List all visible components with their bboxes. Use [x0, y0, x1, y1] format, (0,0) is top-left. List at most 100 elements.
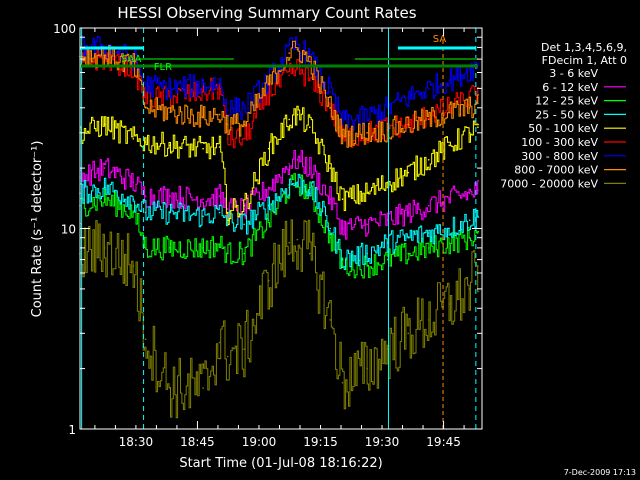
series-2-point-20 — [448, 198, 451, 200]
y-tick-label: 100 — [53, 22, 76, 36]
series-9-point-21 — [468, 288, 471, 290]
y-axis: 1 10 100 — [53, 22, 482, 437]
series-8-point-16 — [366, 132, 368, 134]
series-7-point-6 — [202, 84, 204, 86]
series-7-point-14 — [329, 91, 332, 93]
series-layer — [79, 35, 480, 419]
series-5-point-12 — [296, 113, 299, 116]
y-axis-label: Count Rate (s⁻¹ detector⁻¹) — [30, 141, 45, 318]
series-4-point-14 — [329, 227, 332, 230]
series-line-7 — [80, 35, 480, 131]
legend-label: 800 - 7000 keV — [514, 164, 598, 177]
series-3-point-9 — [243, 252, 245, 255]
series-6-point-12 — [296, 67, 299, 69]
series-9-point-6 — [202, 387, 204, 389]
series-2-point-18 — [407, 211, 410, 214]
x-axis-label: Start Time (01-Jul-08 18:16:22) — [179, 456, 382, 471]
series-4-point-6 — [202, 215, 204, 218]
series-8-point-9 — [243, 123, 245, 126]
series-5-point-13 — [308, 126, 311, 128]
series-6-point-13 — [308, 79, 311, 81]
series-6-point-4 — [144, 96, 147, 99]
series-9-point-7 — [218, 341, 221, 344]
series-5-point-9 — [243, 204, 245, 207]
annotation-1: SAA — [121, 54, 142, 65]
series-9-point-12 — [296, 238, 299, 241]
series-line-6 — [80, 47, 480, 149]
series-5-point-3 — [132, 138, 135, 140]
series-1-point-14 — [329, 272, 332, 274]
series-2-point-21 — [468, 192, 471, 194]
series-7-point-11 — [288, 48, 291, 51]
series-4-point-18 — [407, 236, 410, 239]
series-3-point-20 — [448, 241, 451, 244]
timestamp: 7-Dec-2009 17:13 — [564, 468, 636, 477]
series-9-point-14 — [329, 319, 332, 321]
series-9-point-15 — [341, 382, 344, 384]
series-2-point-5 — [169, 195, 171, 197]
series-9-point-11 — [288, 241, 291, 244]
series-2-point-8 — [226, 208, 229, 210]
series-9-point-5 — [169, 387, 171, 389]
series-1-point-10 — [267, 236, 270, 239]
series-5-point-20 — [448, 144, 451, 147]
series-6-point-8 — [226, 138, 229, 140]
x-tick-label: 19:30 — [365, 435, 400, 449]
series-3-point-8 — [226, 252, 229, 255]
series-2-point-4 — [144, 195, 147, 197]
series-5-point-19 — [427, 159, 430, 161]
series-1-point-8 — [226, 307, 229, 310]
series-3-point-4 — [144, 247, 147, 249]
series-1-point-22 — [477, 223, 479, 226]
series-4-point-16 — [366, 252, 368, 255]
series-8-point-4 — [144, 107, 147, 109]
series-5-point-22 — [477, 126, 479, 128]
series-5-point-5 — [169, 144, 171, 147]
series-1-point-4 — [144, 288, 147, 290]
series-7-point-19 — [427, 87, 430, 90]
series-8-point-19 — [427, 118, 430, 121]
series-2-point-7 — [218, 195, 221, 197]
x-tick-label: 19:00 — [242, 435, 277, 449]
series-8-point-7 — [218, 113, 221, 116]
series-4-point-19 — [427, 232, 430, 234]
legend-label: 25 - 50 keV — [535, 108, 598, 121]
series-4-point-22 — [477, 215, 479, 218]
series-2-point-22 — [477, 189, 479, 192]
series-5-point-10 — [267, 147, 270, 150]
series-7-point-9 — [243, 107, 245, 109]
series-9-point-10 — [267, 279, 270, 282]
series-2-point-16 — [366, 223, 368, 226]
series-5-point-8 — [226, 211, 229, 214]
series-line-1 — [80, 179, 480, 333]
legend-label: 300 - 800 keV — [521, 150, 598, 163]
series-2-point-15 — [341, 227, 344, 230]
series-7-point-15 — [341, 121, 344, 123]
legend-header-line: Det 1,3,4,5,6,9, — [541, 41, 627, 54]
series-2-point-11 — [288, 163, 291, 165]
series-7-point-12 — [296, 43, 299, 45]
series-5-point-21 — [468, 132, 471, 134]
series-3-point-14 — [329, 236, 332, 239]
series-4-point-21 — [468, 219, 471, 221]
series-7-point-4 — [144, 84, 147, 86]
x-tick-label: 18:45 — [180, 435, 215, 449]
series-8-point-13 — [308, 60, 311, 63]
series-8-point-18 — [407, 123, 410, 126]
x-tick-label: 19:45 — [426, 435, 461, 449]
series-4-point-15 — [341, 258, 344, 261]
series-5-point-6 — [202, 147, 204, 150]
y-tick-label: 1 — [68, 423, 76, 437]
series-1-point-16 — [366, 303, 368, 305]
series-4-point-3 — [132, 198, 135, 200]
series-4-point-4 — [144, 211, 147, 214]
series-4-point-20 — [448, 227, 451, 230]
series-2-point-6 — [202, 198, 204, 200]
legend-label: 3 - 6 keV — [549, 67, 598, 80]
series-line-9 — [80, 219, 480, 419]
legend-label: 6 - 12 keV — [542, 81, 598, 94]
series-5-point-2 — [103, 123, 106, 126]
legend-label: 50 - 100 keV — [528, 122, 598, 135]
series-1-point-6 — [202, 312, 204, 314]
